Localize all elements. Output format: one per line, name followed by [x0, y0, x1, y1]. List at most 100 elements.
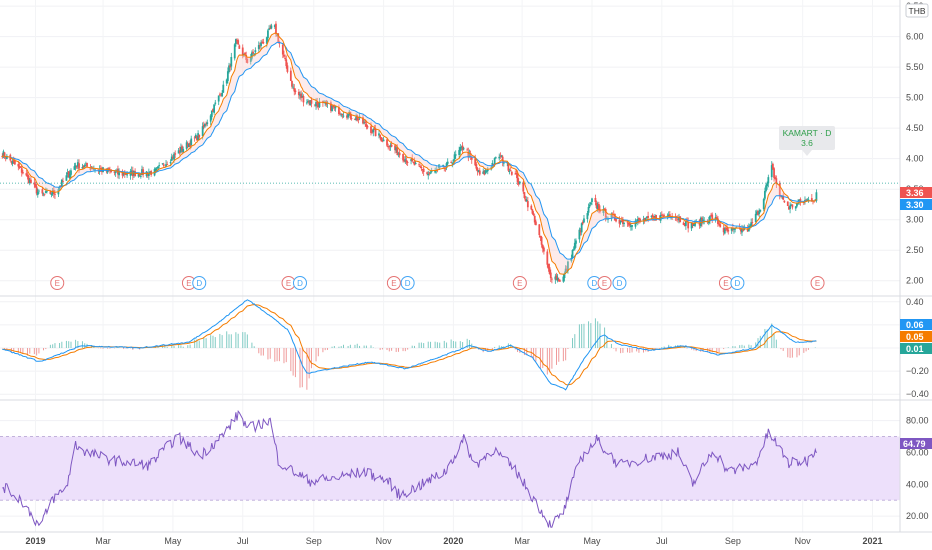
candle — [202, 121, 205, 130]
candle — [410, 158, 412, 165]
candle — [412, 161, 415, 164]
candle-body — [177, 150, 180, 154]
candle — [514, 170, 517, 175]
candle-body — [588, 204, 591, 207]
candle-body — [493, 158, 496, 164]
candle — [466, 147, 469, 151]
earnings-marker[interactable]: E — [597, 276, 612, 290]
candle-body — [434, 170, 437, 173]
event-circle[interactable] — [293, 276, 307, 290]
candle — [541, 244, 544, 253]
event-circle[interactable] — [192, 276, 207, 290]
event-circle[interactable] — [597, 276, 612, 290]
candle — [30, 176, 32, 184]
candle — [222, 80, 225, 93]
candle-body — [180, 147, 182, 152]
candle-body — [500, 155, 503, 157]
candle — [419, 164, 422, 169]
dividend-marker[interactable]: D — [730, 276, 745, 290]
earnings-marker[interactable]: E — [512, 276, 527, 290]
candle — [269, 24, 272, 30]
candle-body — [419, 165, 422, 167]
candle-body — [597, 203, 600, 211]
candle — [395, 146, 398, 153]
candle-body — [3, 152, 6, 158]
rsi-line — [2, 409, 817, 528]
candle-body — [403, 159, 406, 162]
time-tick-label: Sep — [725, 536, 741, 546]
candle-body — [715, 217, 718, 219]
candle-body — [580, 223, 583, 233]
candle-body — [25, 173, 28, 176]
rsi-tick-label: 60.00 — [906, 447, 929, 457]
earnings-marker[interactable]: E — [281, 276, 296, 290]
candle — [292, 83, 295, 90]
candle — [397, 151, 400, 158]
candle-body — [459, 147, 462, 152]
event-circle[interactable] — [512, 276, 527, 290]
macd-tick-label: 0.40 — [906, 297, 924, 307]
candle-body — [237, 40, 240, 45]
candle — [523, 191, 526, 200]
candle-body — [767, 177, 770, 184]
candle-body — [18, 166, 21, 168]
candle-body — [347, 113, 349, 118]
candle-body — [442, 165, 445, 167]
candle — [354, 118, 356, 121]
candle-body — [615, 218, 617, 222]
candle — [73, 162, 76, 170]
event-circle[interactable] — [730, 276, 745, 290]
candle-body — [570, 257, 573, 262]
candle — [174, 150, 177, 159]
candle — [739, 226, 742, 235]
earnings-marker[interactable]: E — [386, 276, 401, 290]
candle — [404, 155, 407, 164]
candle — [794, 206, 797, 212]
candle-body — [773, 168, 775, 178]
candle — [229, 63, 232, 72]
candle — [177, 147, 180, 154]
ema-slow-tag — [900, 199, 932, 210]
candle — [27, 174, 30, 184]
candle-body — [118, 172, 120, 176]
candle — [230, 52, 233, 71]
candle-body — [667, 214, 670, 217]
event-circle[interactable] — [810, 276, 825, 290]
candle — [572, 246, 575, 251]
earnings-marker[interactable]: E — [50, 276, 65, 290]
rsi-tick-label: 20.00 — [906, 511, 929, 521]
candle — [261, 39, 264, 44]
earnings-marker[interactable]: E — [810, 276, 825, 290]
candle-body — [469, 153, 472, 157]
dividend-marker[interactable]: D — [293, 276, 307, 290]
event-circle[interactable] — [386, 276, 401, 290]
candle-body — [11, 160, 14, 164]
candle — [538, 224, 541, 238]
dividend-marker[interactable]: D — [192, 276, 207, 290]
dividend-marker[interactable]: D — [400, 276, 415, 290]
candle — [10, 160, 13, 165]
candle — [398, 149, 401, 158]
event-circle[interactable] — [50, 276, 65, 290]
candle — [388, 145, 391, 151]
candle — [67, 171, 70, 178]
candle — [268, 25, 270, 31]
candle-body — [548, 267, 551, 274]
candle — [727, 227, 730, 235]
candle-body — [466, 149, 469, 151]
candle-body — [289, 70, 292, 81]
time-tick-label: Jul — [656, 536, 668, 546]
candle — [316, 97, 319, 109]
candle — [557, 277, 560, 282]
candle — [257, 41, 260, 53]
dividend-marker[interactable]: D — [612, 276, 627, 290]
candle — [301, 92, 304, 98]
candle — [294, 88, 297, 95]
candle-body — [563, 273, 566, 279]
event-circle[interactable] — [612, 276, 627, 290]
price-tick-label: 2.50 — [906, 245, 924, 255]
candle-body — [73, 166, 76, 170]
event-circle[interactable] — [400, 276, 415, 290]
currency-label[interactable]: THB — [905, 3, 929, 18]
